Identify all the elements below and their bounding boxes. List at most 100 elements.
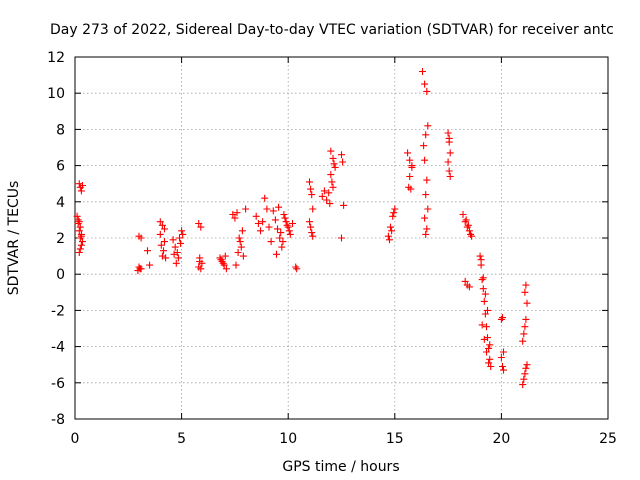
data-point	[236, 238, 244, 246]
data-point	[271, 216, 279, 224]
y-tick-label: 12	[47, 50, 65, 66]
data-point	[137, 265, 145, 273]
data-point	[178, 227, 186, 235]
data-point	[523, 299, 531, 307]
data-point	[275, 203, 283, 211]
data-point	[238, 227, 246, 235]
x-tick-label: 0	[71, 431, 80, 447]
data-point	[329, 154, 337, 162]
data-point	[479, 285, 487, 293]
data-point	[476, 252, 484, 260]
data-point	[239, 252, 247, 260]
data-point	[500, 366, 507, 374]
data-point	[522, 315, 530, 323]
data-point	[340, 201, 348, 209]
data-point	[423, 225, 431, 233]
data-point	[179, 230, 187, 238]
data-point	[177, 239, 184, 247]
data-point	[420, 142, 428, 150]
data-point	[391, 205, 399, 213]
data-point	[464, 221, 472, 229]
data-point	[386, 236, 393, 244]
data-point	[467, 230, 474, 238]
data-point	[404, 149, 412, 157]
data-point	[320, 187, 328, 195]
data-point	[486, 341, 494, 349]
x-tick-label: 25	[599, 431, 617, 447]
y-tick-label: -2	[51, 303, 65, 319]
data-point	[176, 234, 183, 242]
data-point	[75, 249, 83, 256]
data-point	[325, 189, 333, 197]
data-point	[485, 359, 493, 367]
data-point	[484, 306, 491, 314]
data-point	[307, 223, 315, 231]
data-point	[280, 211, 288, 218]
data-point	[444, 158, 452, 166]
data-point	[79, 182, 86, 189]
data-point	[483, 348, 490, 356]
data-point	[279, 238, 287, 246]
data-point	[339, 158, 347, 166]
data-point	[217, 256, 225, 264]
data-point	[76, 245, 84, 253]
data-point	[330, 160, 338, 168]
data-point	[499, 363, 506, 370]
data-point	[157, 241, 165, 249]
data-point	[384, 232, 392, 240]
data-point	[237, 243, 245, 251]
data-point	[445, 167, 453, 175]
data-point	[197, 223, 205, 231]
chart-title: Day 273 of 2022, Sidereal Day-to-day VTE…	[50, 22, 614, 38]
data-point	[281, 214, 289, 222]
data-point	[338, 151, 345, 159]
data-point	[156, 218, 164, 226]
data-point	[444, 129, 452, 137]
data-point	[276, 234, 284, 242]
data-point	[283, 221, 291, 229]
data-point	[461, 277, 469, 285]
data-point	[481, 310, 489, 318]
data-point	[263, 205, 271, 213]
data-point	[169, 236, 177, 244]
data-point	[419, 68, 426, 75]
data-point	[499, 314, 506, 322]
data-point	[77, 187, 85, 195]
data-point	[265, 223, 273, 231]
x-tick-label: 10	[279, 431, 297, 447]
data-point	[408, 162, 416, 170]
data-point	[519, 337, 527, 345]
data-point	[486, 355, 494, 363]
data-point	[308, 191, 316, 199]
data-point	[277, 229, 285, 237]
data-point	[446, 173, 454, 180]
data-point	[338, 234, 345, 242]
data-point	[479, 274, 487, 282]
data-point	[318, 192, 326, 200]
y-tick-label: 4	[56, 195, 65, 211]
y-axis-label: SDTVAR / TECUs	[6, 181, 22, 296]
data-point	[170, 250, 178, 258]
data-point	[331, 163, 339, 171]
data-point	[445, 134, 453, 142]
data-point	[306, 218, 313, 226]
data-point	[158, 221, 166, 229]
data-point	[171, 243, 179, 251]
data-point	[261, 194, 269, 202]
data-point	[162, 254, 170, 262]
x-tick-label: 20	[492, 431, 510, 447]
data-point	[390, 209, 398, 217]
data-point	[77, 232, 85, 240]
data-point	[161, 238, 168, 246]
data-point	[196, 258, 204, 265]
data-point	[522, 364, 530, 372]
data-point	[423, 176, 431, 184]
data-point	[73, 212, 81, 220]
grid-lines	[75, 57, 608, 419]
data-point	[233, 209, 241, 217]
data-point	[231, 214, 239, 222]
data-point	[421, 214, 429, 222]
data-point	[292, 263, 300, 271]
